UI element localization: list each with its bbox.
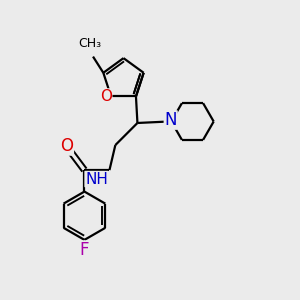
- Text: O: O: [100, 89, 112, 104]
- Text: CH₃: CH₃: [79, 37, 102, 50]
- Text: O: O: [60, 137, 73, 155]
- Text: NH: NH: [85, 172, 108, 187]
- Text: F: F: [80, 241, 89, 259]
- Text: N: N: [164, 111, 177, 129]
